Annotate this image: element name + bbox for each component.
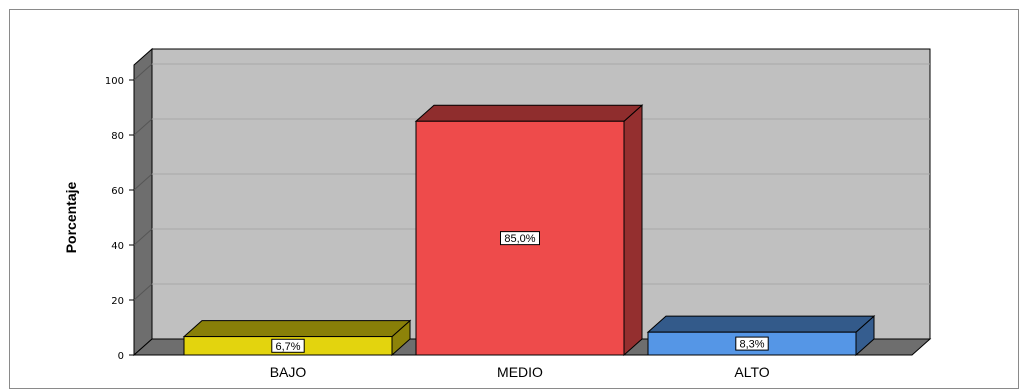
x-tick-label: MEDIO xyxy=(497,364,543,380)
data-label-box xyxy=(500,231,540,246)
data-label: 85,0% xyxy=(504,233,535,245)
bars: 6,7% 85,0% 8,3% xyxy=(182,104,876,357)
gridline-side xyxy=(133,63,153,81)
y-tick-label: 100 xyxy=(105,76,124,87)
bar-bajo: 6,7% xyxy=(182,319,412,357)
data-label-box xyxy=(735,336,769,351)
data-label-box xyxy=(271,338,305,353)
y-axis-title: Porcentaje xyxy=(63,181,79,253)
bar-top xyxy=(646,315,876,333)
x-tick-label: ALTO xyxy=(734,364,769,380)
gridline-side xyxy=(133,283,153,301)
y-tick-label: 20 xyxy=(111,296,124,307)
y-tick-label: 0 xyxy=(118,351,124,362)
y-axis-ticks: 0 20 40 60 80 100 xyxy=(105,76,134,362)
data-label: 8,3% xyxy=(739,339,764,351)
plot-left-wall xyxy=(133,47,153,357)
data-label: 6,7% xyxy=(275,341,300,353)
gridline-side xyxy=(133,118,153,136)
bar-alto: 8,3% xyxy=(646,315,876,357)
bar-medio: 85,0% xyxy=(414,104,644,357)
bar-top xyxy=(182,320,412,338)
x-axis-labels: BAJO MEDIO ALTO xyxy=(270,364,770,380)
y-tick-label: 80 xyxy=(111,131,124,142)
x-tick-label: BAJO xyxy=(270,364,307,380)
gridline-side xyxy=(133,228,153,246)
bar-side xyxy=(623,104,643,357)
gridline-side xyxy=(133,173,153,191)
y-tick-label: 40 xyxy=(111,241,124,252)
bar-top xyxy=(414,104,644,122)
y-tick-label: 60 xyxy=(111,186,124,197)
